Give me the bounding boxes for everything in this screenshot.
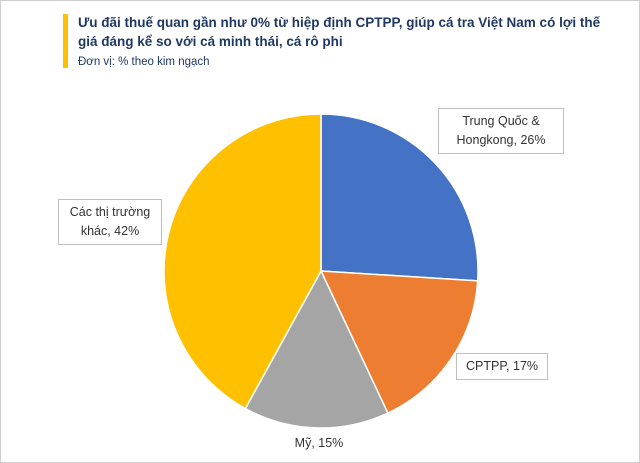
title-accent-bar <box>63 14 68 68</box>
pie-slice-1 <box>319 270 479 415</box>
pie-label-other-markets: Các thị trường khác, 42% <box>58 199 162 245</box>
title-block: Ưu đãi thuế quan gần như 0% từ hiệp định… <box>78 14 606 68</box>
pie-label-cptpp: CPTPP, 17% <box>456 353 548 380</box>
chart-title: Ưu đãi thuế quan gần như 0% từ hiệp định… <box>78 15 601 49</box>
pie-slice-2 <box>244 269 389 429</box>
chart-subtitle: Đơn vị: % theo kim ngạch <box>78 55 210 68</box>
pie-slice-0 <box>320 113 479 282</box>
chart-header: Ưu đãi thuế quan gần như 0% từ hiệp định… <box>63 14 606 68</box>
pie-label-china-hongkong: Trung Quốc & Hongkong, 26% <box>438 108 564 154</box>
pie-label-us: Mỹ, 15% <box>294 436 344 450</box>
pie-chart <box>163 113 479 429</box>
pie-slice-3 <box>163 113 322 410</box>
